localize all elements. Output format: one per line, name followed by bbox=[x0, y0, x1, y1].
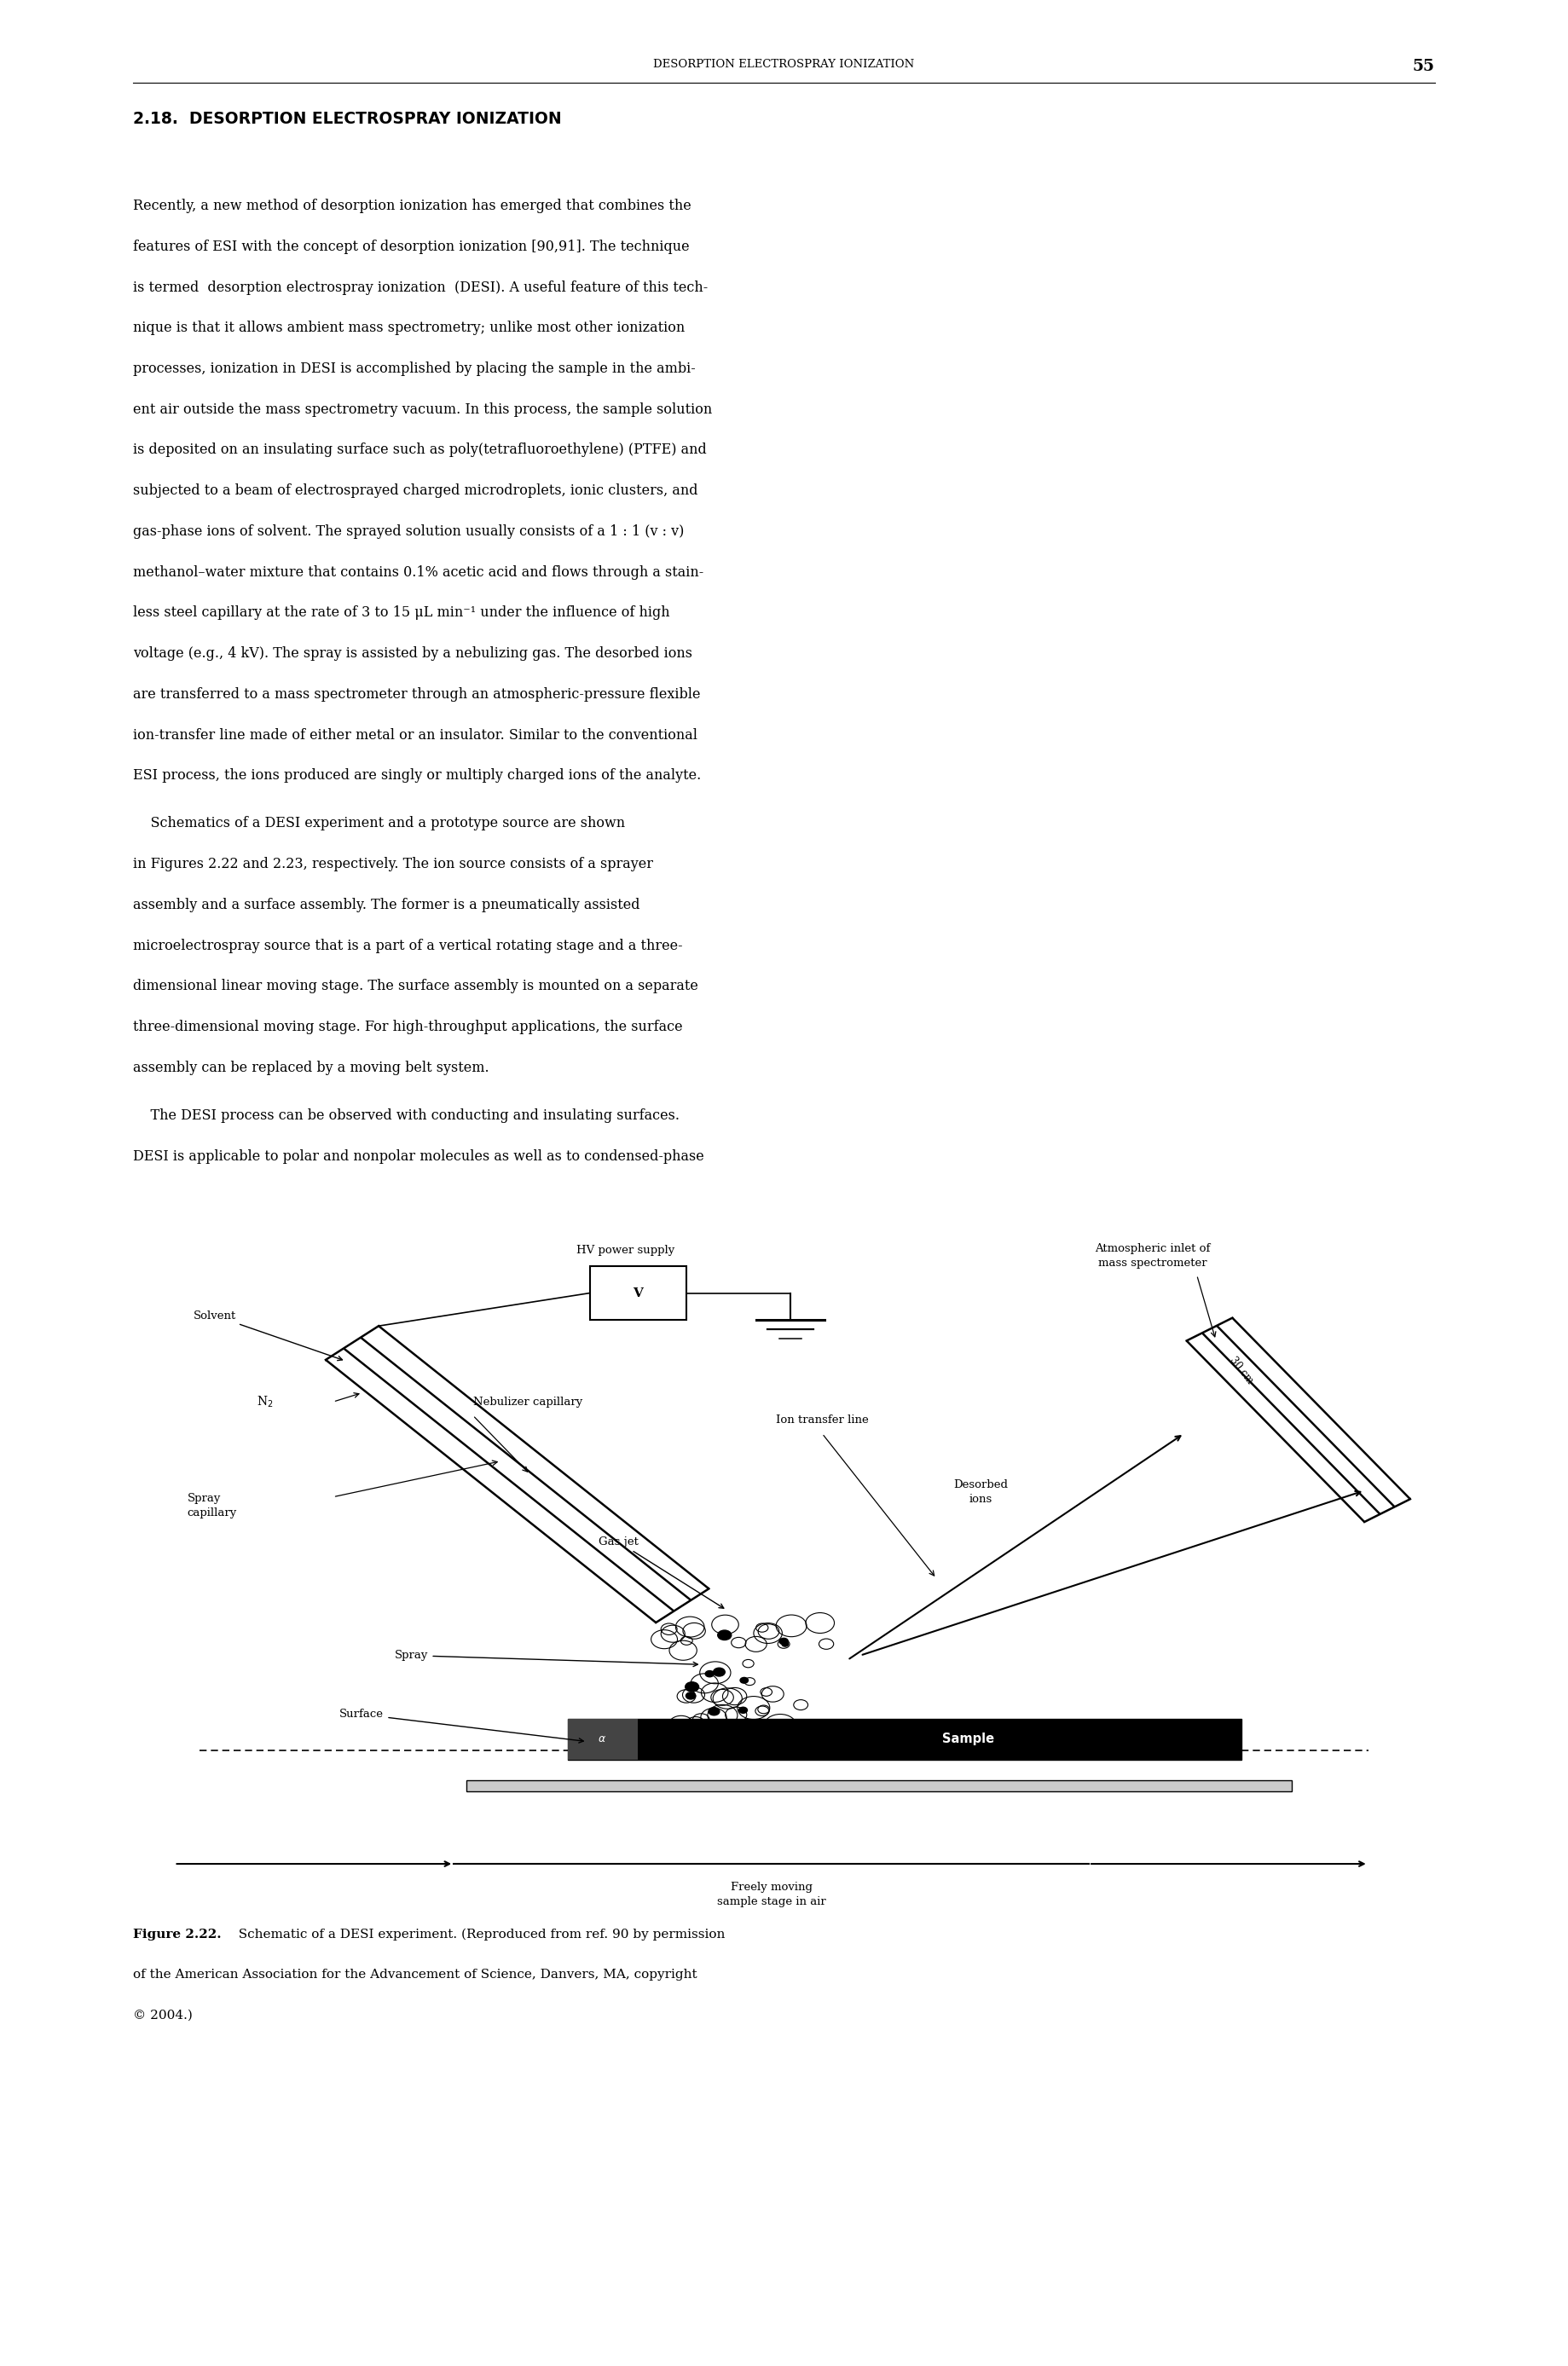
Text: Recently, a new method of desorption ionization has emerged that combines the: Recently, a new method of desorption ion… bbox=[133, 199, 691, 213]
Text: Schematics of a DESI experiment and a prototype source are shown: Schematics of a DESI experiment and a pr… bbox=[133, 816, 626, 830]
Text: DESORPTION ELECTROSPRAY IONIZATION: DESORPTION ELECTROSPRAY IONIZATION bbox=[654, 59, 914, 71]
Text: $\alpha$: $\alpha$ bbox=[597, 1734, 607, 1744]
Text: voltage (e.g., 4 kV). The spray is assisted by a nebulizing gas. The desorbed io: voltage (e.g., 4 kV). The spray is assis… bbox=[133, 646, 693, 660]
Text: HV power supply: HV power supply bbox=[575, 1245, 674, 1256]
Text: Sample: Sample bbox=[942, 1732, 994, 1746]
Circle shape bbox=[718, 1630, 731, 1640]
Text: Ion transfer line: Ion transfer line bbox=[776, 1415, 869, 1424]
Text: ion-transfer line made of either metal or an insulator. Similar to the conventio: ion-transfer line made of either metal o… bbox=[133, 729, 698, 743]
Text: Atmospheric inlet of
mass spectrometer: Atmospheric inlet of mass spectrometer bbox=[1094, 1242, 1210, 1268]
Text: subjected to a beam of electrosprayed charged microdroplets, ionic clusters, and: subjected to a beam of electrosprayed ch… bbox=[133, 483, 698, 499]
Text: Nebulizer capillary: Nebulizer capillary bbox=[474, 1396, 582, 1408]
Circle shape bbox=[709, 1708, 720, 1715]
Text: Freely moving
sample stage in air: Freely moving sample stage in air bbox=[717, 1881, 826, 1907]
Circle shape bbox=[713, 1668, 724, 1675]
Text: is termed  desorption electrospray ionization  (DESI). A useful feature of this : is termed desorption electrospray ioniza… bbox=[133, 279, 709, 296]
Text: 55: 55 bbox=[1413, 59, 1435, 73]
Circle shape bbox=[739, 1708, 748, 1713]
Text: processes, ionization in DESI is accomplished by placing the sample in the ambi-: processes, ionization in DESI is accompl… bbox=[133, 362, 696, 376]
Text: assembly can be replaced by a moving belt system.: assembly can be replaced by a moving bel… bbox=[133, 1060, 489, 1074]
Text: ent air outside the mass spectrometry vacuum. In this process, the sample soluti: ent air outside the mass spectrometry va… bbox=[133, 402, 712, 416]
Text: dimensional linear moving stage. The surface assembly is mounted on a separate: dimensional linear moving stage. The sur… bbox=[133, 980, 698, 994]
Text: Solvent: Solvent bbox=[193, 1311, 342, 1360]
Circle shape bbox=[685, 1682, 699, 1692]
Bar bbox=[568, 1718, 1242, 1760]
Text: are transferred to a mass spectrometer through an atmospheric-pressure flexible: are transferred to a mass spectrometer t… bbox=[133, 686, 701, 703]
Text: ESI process, the ions produced are singly or multiply charged ions of the analyt: ESI process, the ions produced are singl… bbox=[133, 769, 701, 783]
Circle shape bbox=[685, 1692, 696, 1699]
Text: Spray: Spray bbox=[395, 1649, 698, 1666]
Text: methanol–water mixture that contains 0.1% acetic acid and flows through a stain-: methanol–water mixture that contains 0.1… bbox=[133, 565, 704, 580]
Text: The DESI process can be observed with conducting and insulating surfaces.: The DESI process can be observed with co… bbox=[133, 1107, 681, 1124]
Bar bbox=[590, 1266, 687, 1320]
Text: Figure 2.22.: Figure 2.22. bbox=[133, 1928, 221, 1940]
Text: Gas jet: Gas jet bbox=[599, 1536, 724, 1609]
Text: V: V bbox=[633, 1287, 643, 1299]
Text: Spray
capillary: Spray capillary bbox=[187, 1493, 237, 1519]
Text: assembly and a surface assembly. The former is a pneumatically assisted: assembly and a surface assembly. The for… bbox=[133, 897, 640, 913]
Text: three-dimensional moving stage. For high-throughput applications, the surface: three-dimensional moving stage. For high… bbox=[133, 1020, 684, 1034]
Text: less steel capillary at the rate of 3 to 15 μL min⁻¹ under the influence of high: less steel capillary at the rate of 3 to… bbox=[133, 606, 670, 620]
Text: 2.18.  DESORPTION ELECTROSPRAY IONIZATION: 2.18. DESORPTION ELECTROSPRAY IONIZATION bbox=[133, 111, 561, 128]
Circle shape bbox=[782, 1642, 789, 1647]
Text: features of ESI with the concept of desorption ionization [90,91]. The technique: features of ESI with the concept of deso… bbox=[133, 239, 690, 253]
Text: of the American Association for the Advancement of Science, Danvers, MA, copyrig: of the American Association for the Adva… bbox=[133, 1969, 698, 1980]
Circle shape bbox=[706, 1670, 713, 1677]
Text: 30 cm: 30 cm bbox=[1228, 1353, 1254, 1386]
Circle shape bbox=[740, 1677, 748, 1682]
Bar bbox=[568, 1718, 638, 1760]
Text: gas-phase ions of solvent. The sprayed solution usually consists of a 1 : 1 (v :: gas-phase ions of solvent. The sprayed s… bbox=[133, 525, 684, 539]
Text: N$_2$: N$_2$ bbox=[257, 1394, 273, 1410]
Bar bbox=[467, 1782, 1292, 1791]
Text: in Figures 2.22 and 2.23, respectively. The ion source consists of a sprayer: in Figures 2.22 and 2.23, respectively. … bbox=[133, 856, 654, 871]
Text: DESI is applicable to polar and nonpolar molecules as well as to condensed-phase: DESI is applicable to polar and nonpolar… bbox=[133, 1150, 704, 1164]
Text: Desorbed
ions: Desorbed ions bbox=[953, 1479, 1008, 1505]
Text: microelectrospray source that is a part of a vertical rotating stage and a three: microelectrospray source that is a part … bbox=[133, 939, 684, 953]
Text: Surface: Surface bbox=[340, 1708, 583, 1744]
Text: nique is that it allows ambient mass spectrometry; unlike most other ionization: nique is that it allows ambient mass spe… bbox=[133, 322, 685, 336]
Text: © 2004.): © 2004.) bbox=[133, 2009, 193, 2021]
Circle shape bbox=[779, 1637, 789, 1644]
Text: Schematic of a DESI experiment. (Reproduced from ref. 90 by permission: Schematic of a DESI experiment. (Reprodu… bbox=[230, 1928, 726, 1940]
Text: is deposited on an insulating surface such as poly(tetrafluoroethylene) (PTFE) a: is deposited on an insulating surface su… bbox=[133, 442, 707, 457]
